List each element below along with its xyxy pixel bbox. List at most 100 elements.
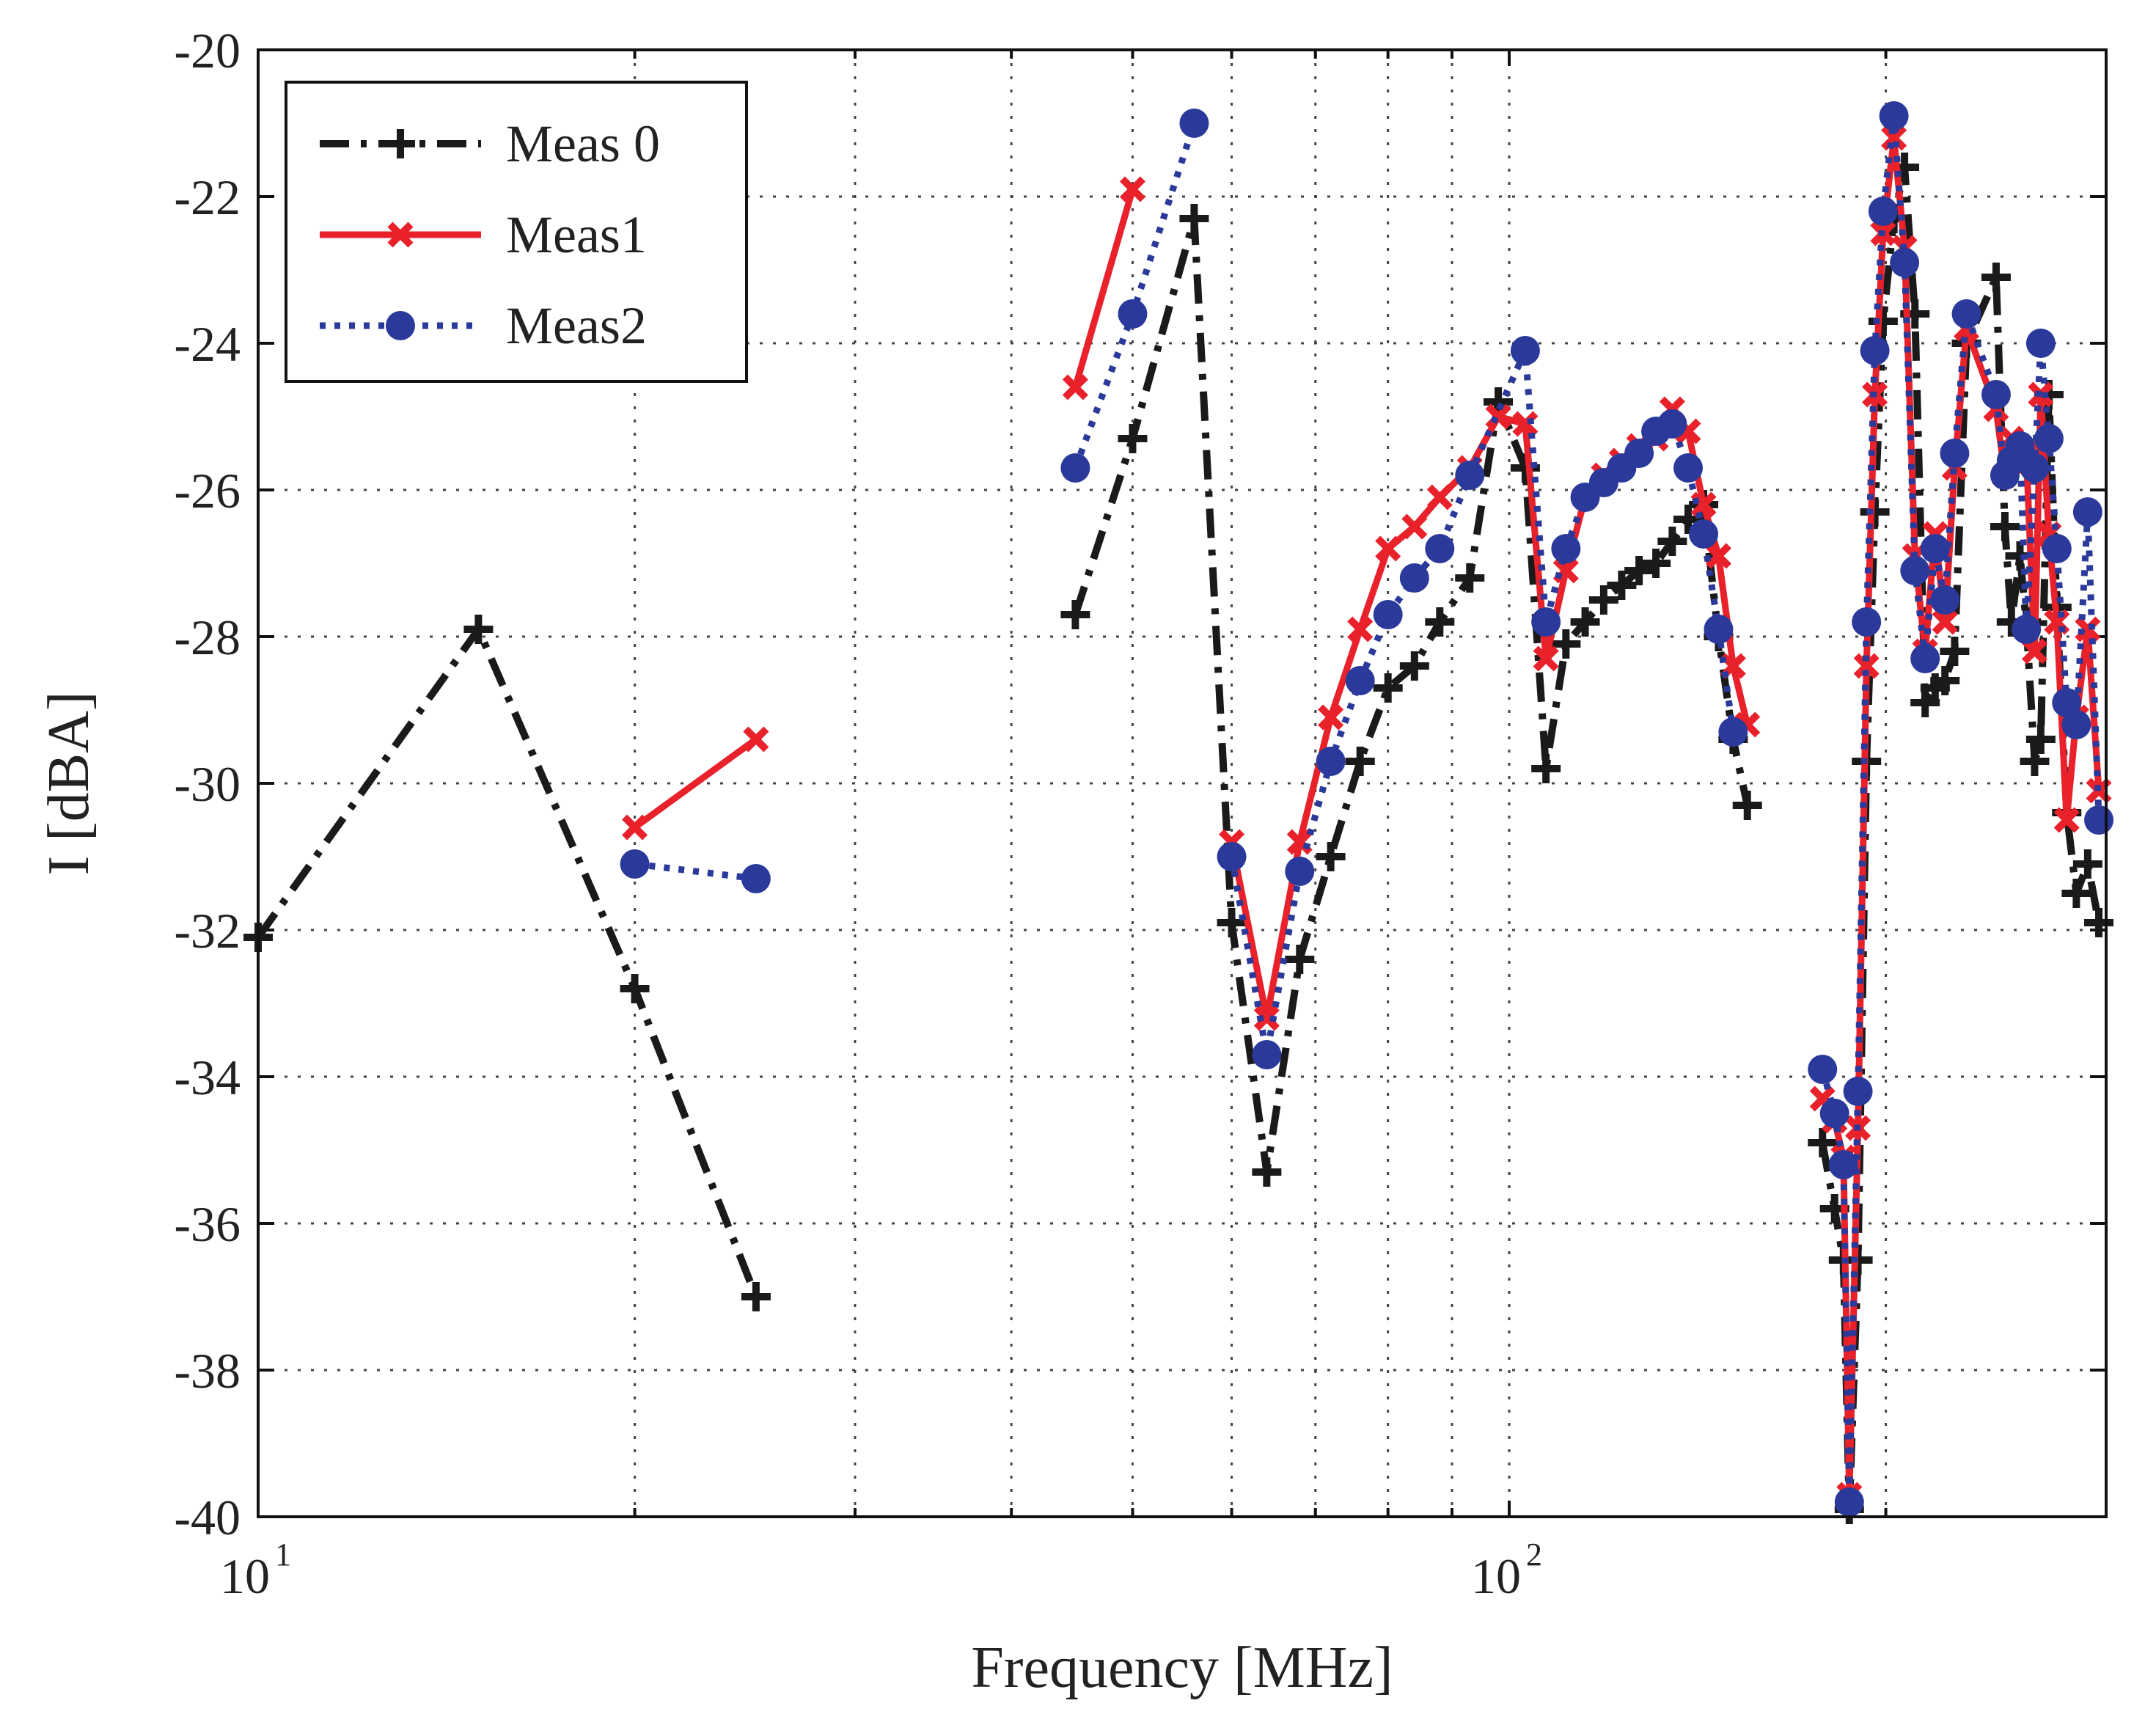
y-tick-label: -38 [174, 1343, 241, 1399]
data-point-meas1 [1062, 374, 1088, 400]
data-point-meas0 [1940, 637, 1970, 666]
data-point-meas2 [1843, 1077, 1873, 1106]
data-point-meas0 [1551, 629, 1581, 659]
data-point-meas0 [1252, 1157, 1282, 1187]
data-point-meas0 [1425, 607, 1455, 637]
data-point-meas2 [1828, 1150, 1858, 1179]
data-point-meas0 [2025, 725, 2056, 754]
data-point-meas0 [2020, 747, 2050, 776]
data-point-meas0 [1732, 791, 1762, 820]
legend-entry-meas1: Meas1 [320, 205, 647, 264]
data-point-meas2 [1940, 439, 1970, 468]
data-point-meas1 [1318, 704, 1344, 731]
data-point-meas2 [1531, 607, 1561, 637]
data-point-meas2 [2052, 688, 2082, 717]
grid-lines [258, 50, 2106, 1517]
series-line-meas1 [1072, 188, 1136, 389]
series-meas2 [620, 101, 2114, 1517]
y-tick-label: -26 [174, 463, 241, 519]
data-point-meas2 [1852, 607, 1882, 637]
data-point-meas0 [1868, 307, 1898, 336]
data-point-meas0 [1373, 673, 1403, 703]
data-point-meas2 [1316, 747, 1346, 776]
data-point-meas2 [2020, 453, 2050, 483]
series-line-meas1 [1228, 406, 1751, 1022]
legend-entry-meas0: Meas 0 [320, 114, 660, 173]
series-line-meas0 [1071, 215, 1751, 1176]
data-point-meas2 [1425, 534, 1455, 563]
data-point-meas0 [1345, 747, 1375, 776]
data-point-meas0 [1860, 497, 1890, 527]
y-tick-label: -32 [174, 903, 241, 959]
data-point-meas0 [1060, 600, 1090, 629]
data-point-meas1 [1347, 616, 1374, 642]
data-point-meas2 [2042, 534, 2072, 563]
data-point-meas1 [1932, 609, 1958, 635]
y-tick-label: -22 [174, 169, 241, 225]
data-point-meas0 [741, 1282, 771, 1311]
series-line-meas2 [1228, 347, 1737, 1058]
data-point-meas2 [1689, 519, 1719, 549]
data-point-meas0 [2061, 879, 2091, 908]
data-point-meas2 [1657, 409, 1687, 439]
data-point-meas2 [1981, 380, 2011, 409]
data-point-meas0 [1588, 585, 1618, 615]
data-point-meas2 [1673, 453, 1704, 483]
data-point-meas1 [1401, 513, 1428, 540]
data-point-meas2 [1217, 842, 1247, 871]
data-point-meas0 [1673, 505, 1704, 534]
data-point-meas0 [1179, 204, 1209, 233]
data-point-meas0 [1455, 563, 1485, 593]
data-point-meas2 [1704, 615, 1734, 644]
data-point-meas2 [1252, 1040, 1282, 1069]
legend-label-meas2: Meas2 [506, 296, 647, 355]
x-tick-label: 10 1 [220, 1537, 291, 1604]
data-point-meas2 [1860, 336, 1890, 365]
data-point-meas2 [1285, 857, 1315, 886]
data-point-meas0 [1981, 263, 2011, 292]
legend-label-meas0: Meas 0 [506, 114, 660, 173]
data-point-meas1 [2053, 807, 2080, 833]
data-point-meas2 [2072, 497, 2102, 527]
data-point-meas2 [2025, 329, 2056, 358]
x-axis-title: Frequency [MHz] [971, 1636, 1393, 1700]
data-point-meas2 [1179, 109, 1209, 138]
legend-box [285, 81, 748, 383]
data-point-meas2 [1900, 556, 1930, 585]
series-line-meas0 [254, 626, 760, 1298]
data-point-meas0 [1570, 607, 1600, 637]
data-point-meas1 [1705, 543, 1732, 569]
data-point-meas0 [1607, 571, 1637, 600]
data-point-meas1 [622, 814, 648, 841]
legend-label-meas1: Meas1 [506, 205, 647, 264]
data-point-meas2 [1373, 600, 1403, 629]
data-point-meas2 [1510, 336, 1540, 365]
data-point-meas0 [1399, 651, 1429, 681]
y-axis-title: I [dBA] [37, 691, 101, 875]
data-point-meas2 [1060, 453, 1090, 483]
data-point-meas0 [1624, 556, 1654, 585]
data-point-meas1 [1853, 653, 1880, 679]
data-point-meas0 [1285, 945, 1315, 974]
legend-marker-meas2 [386, 311, 415, 340]
series-line-meas2 [634, 860, 757, 882]
data-point-meas2 [2034, 424, 2064, 453]
data-point-meas0 [1316, 842, 1346, 871]
plot-frame [257, 48, 2108, 1518]
data-point-meas2 [1868, 197, 1898, 226]
data-point-meas0 [1531, 754, 1561, 783]
data-point-meas2 [1879, 101, 1909, 131]
data-point-meas2 [1345, 666, 1375, 695]
data-point-meas2 [1834, 1487, 1864, 1517]
y-tick-label: -30 [174, 756, 241, 812]
data-point-meas0 [1641, 549, 1671, 578]
x-tick-label: 10 2 [1471, 1537, 1542, 1604]
data-point-meas2 [2012, 615, 2042, 644]
data-point-meas2 [2061, 710, 2091, 739]
data-point-meas0 [1930, 666, 1960, 695]
data-point-meas2 [1718, 717, 1748, 747]
data-point-meas2 [1808, 1055, 1838, 1084]
x-tick-base: 10 [220, 1548, 270, 1604]
